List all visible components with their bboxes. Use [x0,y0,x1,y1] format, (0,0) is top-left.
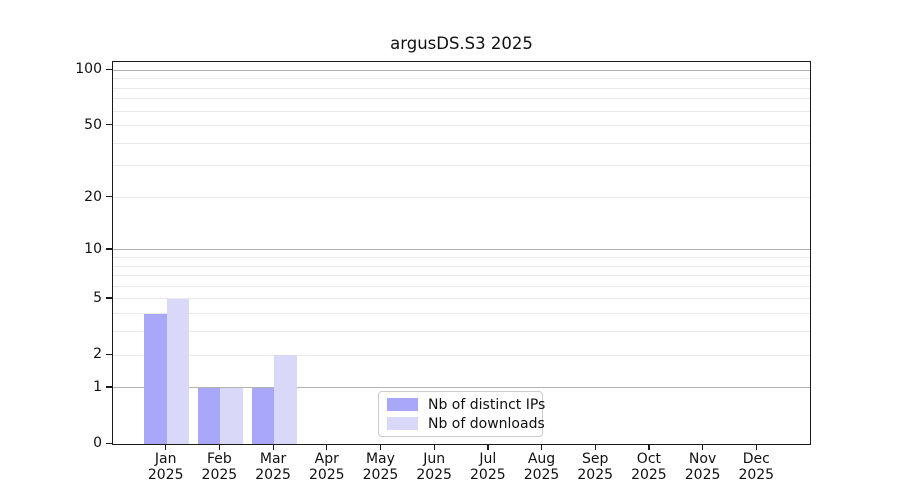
x-axis-tick [165,444,167,450]
gridline-minor [113,165,810,167]
y-axis-tick [106,297,112,299]
y-axis-tick [106,196,112,198]
plot-area [112,61,811,445]
y-tick-label: 100 [75,61,102,78]
y-axis-tick [106,124,112,126]
y-axis-tick [106,386,112,388]
x-tick-label: May 2025 [362,451,399,483]
x-axis-tick [433,444,435,450]
y-axis-tick [106,353,112,355]
gridline-decade [113,249,810,251]
x-tick-label: Oct 2025 [631,451,667,483]
x-axis-tick [648,444,650,450]
x-tick-label: Mar 2025 [255,451,291,483]
gridline-decade [113,69,810,71]
bar-downloads [274,355,297,444]
x-tick-label: Feb 2025 [201,451,238,483]
gridline-decade [113,387,810,389]
x-axis-tick [594,444,596,450]
gridline-minor [113,142,810,144]
gridline-minor [113,125,810,127]
bar-downloads [220,387,243,444]
bar-downloads [166,298,190,444]
legend-swatch-downloads-icon [387,417,418,430]
gridline-minor [113,265,810,267]
x-tick-label: Jul 2025 [470,451,506,483]
y-tick-label: 1 [93,378,102,395]
x-tick-label: Nov 2025 [684,451,721,483]
gridline-minor [113,78,810,80]
legend-label-distinct-ips: Nb of distinct IPs [428,396,546,413]
x-tick-label: Sep 2025 [577,451,614,483]
gridline-minor [113,354,810,356]
y-axis-tick [106,68,112,71]
y-tick-label: 0 [93,435,102,451]
x-tick-label: Aug 2025 [523,451,560,483]
bar-distinct-ips [197,387,221,444]
gridline-minor [113,285,810,287]
gridline-minor [113,313,810,315]
legend-item-distinct-ips: Nb of distinct IPs [387,397,545,413]
y-tick-label: 10 [84,240,102,257]
x-axis-tick [487,444,489,450]
gridline-minor [113,98,810,100]
gridline-minor [113,87,810,89]
x-axis-tick [755,444,757,450]
gridline-minor [113,110,810,112]
bar-distinct-ips [144,313,167,444]
x-tick-label: Jun 2025 [416,451,452,483]
x-tick-label: Dec 2025 [738,451,775,483]
gridline-minor [113,298,810,300]
x-axis-tick [379,444,382,450]
y-tick-label: 20 [84,188,102,205]
x-axis-tick [702,444,704,450]
chart-title: argusDS.S3 2025 [390,34,533,53]
y-tick-label: 50 [84,116,102,133]
legend-swatch-distinct-ips-icon [387,398,418,411]
y-axis-tick [106,248,112,250]
x-axis-tick [541,444,543,450]
x-axis-tick [272,444,274,450]
x-axis-tick [326,444,328,450]
x-tick-label: Apr 2025 [308,451,345,483]
bar-distinct-ips [251,387,275,444]
y-tick-label: 2 [93,346,102,363]
gridline-minor [113,275,810,277]
x-tick-label: Jan 2025 [147,451,184,483]
legend-label-downloads: Nb of downloads [428,415,545,432]
gridline-minor [113,331,810,333]
legend: Nb of distinct IPs Nb of downloads [378,391,545,437]
y-tick-label: 5 [93,289,102,306]
legend-item-downloads: Nb of downloads [387,416,545,432]
y-axis-tick [106,442,112,444]
x-axis-tick [218,444,221,450]
gridline-minor [113,197,810,199]
gridline-minor [113,257,810,259]
